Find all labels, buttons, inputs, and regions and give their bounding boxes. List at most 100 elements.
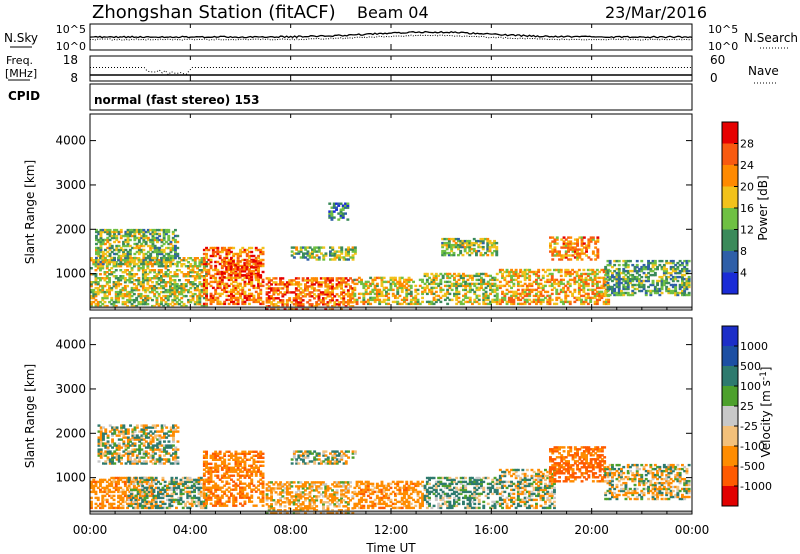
scatter-cell (537, 296, 541, 300)
scatter-cell (184, 502, 187, 506)
scatter-cell (138, 482, 142, 486)
scatter-cell (121, 488, 125, 492)
scatter-cell (136, 480, 140, 484)
scatter-cell (103, 494, 107, 498)
scatter-cell (484, 286, 488, 290)
scatter-cell (153, 248, 157, 252)
scatter-cell (142, 262, 146, 266)
scatter-cell (285, 281, 289, 284)
scatter-cell (99, 440, 103, 443)
scatter-cell (493, 298, 497, 302)
scatter-cell (651, 263, 655, 267)
scatter-cell (405, 280, 409, 284)
scatter-cell (209, 462, 213, 465)
scatter-cell (687, 269, 691, 273)
scatter-cell (243, 302, 247, 306)
scatter-cell (159, 488, 163, 492)
scatter-cell (151, 424, 155, 427)
scatter-cell (225, 294, 229, 298)
scatter-cell (550, 278, 554, 282)
scatter-cell (299, 301, 303, 304)
scatter-cell (250, 298, 254, 302)
scatter-cell (339, 210, 343, 213)
scatter-cell (398, 302, 402, 306)
scatter-cell (375, 288, 379, 292)
scatter-cell (101, 494, 105, 498)
scatter-cell (103, 273, 107, 276)
scatter-cell (535, 288, 538, 292)
scatter-cell (214, 272, 218, 276)
scatter-cell (147, 444, 151, 447)
scatter-cell (516, 288, 520, 292)
scatter-cell (516, 284, 520, 288)
scatter-cell (150, 504, 154, 508)
scatter-cell (337, 281, 341, 284)
scatter-cell (593, 288, 597, 292)
scatter-cell (324, 279, 328, 282)
scatter-cell (165, 458, 169, 461)
scatter-cell (105, 304, 109, 308)
scatter-cell (357, 280, 361, 284)
scatter-cell (589, 240, 593, 243)
scatter-cell (337, 204, 341, 207)
scatter-cell (507, 274, 511, 278)
scatter-cell (95, 228, 98, 232)
scatter-cell (181, 484, 185, 488)
scatter-cell (177, 496, 181, 500)
scatter-cell (491, 298, 495, 302)
scatter-cell (243, 266, 247, 269)
scatter-cell (214, 276, 218, 280)
scatter-cell (148, 269, 152, 272)
scatter-cell (202, 288, 206, 292)
scatter-cell (196, 284, 199, 288)
scatter-cell (297, 293, 301, 296)
scatter-cell (512, 294, 516, 298)
scatter-cell (167, 254, 171, 258)
scatter-cell (106, 254, 110, 258)
scatter-cell (152, 500, 156, 504)
scatter-cell (165, 232, 168, 236)
scatter-cell (299, 305, 303, 308)
scatter-cell (167, 234, 171, 238)
scatter-cell (225, 284, 229, 288)
scatter-cell (582, 286, 586, 290)
scatter-cell (114, 294, 118, 298)
scatter-cell (586, 294, 590, 298)
scatter-cell (205, 290, 208, 294)
scatter-cell (493, 288, 497, 292)
scatter-cell (342, 301, 346, 304)
scatter-cell (173, 286, 177, 290)
scatter-cell (559, 288, 563, 292)
scatter-cell (553, 286, 556, 290)
scatter-cell (171, 275, 175, 278)
scatter-cell (120, 430, 123, 433)
scatter-cell (448, 280, 452, 284)
scatter-cell (173, 284, 177, 288)
scatter-cell (131, 258, 134, 262)
scatter-cell (516, 272, 520, 276)
scatter-cell (166, 273, 170, 276)
scatter-cell (340, 248, 344, 251)
scatter-cell (128, 290, 132, 294)
scatter-cell (184, 504, 187, 508)
scatter-cell (169, 281, 172, 284)
scatter-cell (191, 265, 195, 268)
colorbar-swatch (722, 208, 738, 230)
scatter-cell (557, 282, 561, 286)
scatter-cell (457, 292, 461, 296)
scatter-cell (306, 293, 310, 296)
scatter-cell (605, 298, 608, 302)
scatter-cell (523, 294, 527, 298)
scatter-cell (144, 236, 148, 240)
scatter-cell (546, 268, 550, 272)
scatter-cell (137, 288, 141, 292)
scatter-cell (145, 492, 149, 496)
scatter-cell (566, 282, 570, 286)
scatter-cell (683, 291, 687, 295)
scatter-cell (156, 238, 159, 242)
scatter-cell (144, 500, 148, 504)
scatter-cell (113, 432, 117, 435)
scatter-cell (362, 302, 366, 306)
scatter-cell (105, 259, 109, 262)
scatter-cell (308, 293, 312, 296)
